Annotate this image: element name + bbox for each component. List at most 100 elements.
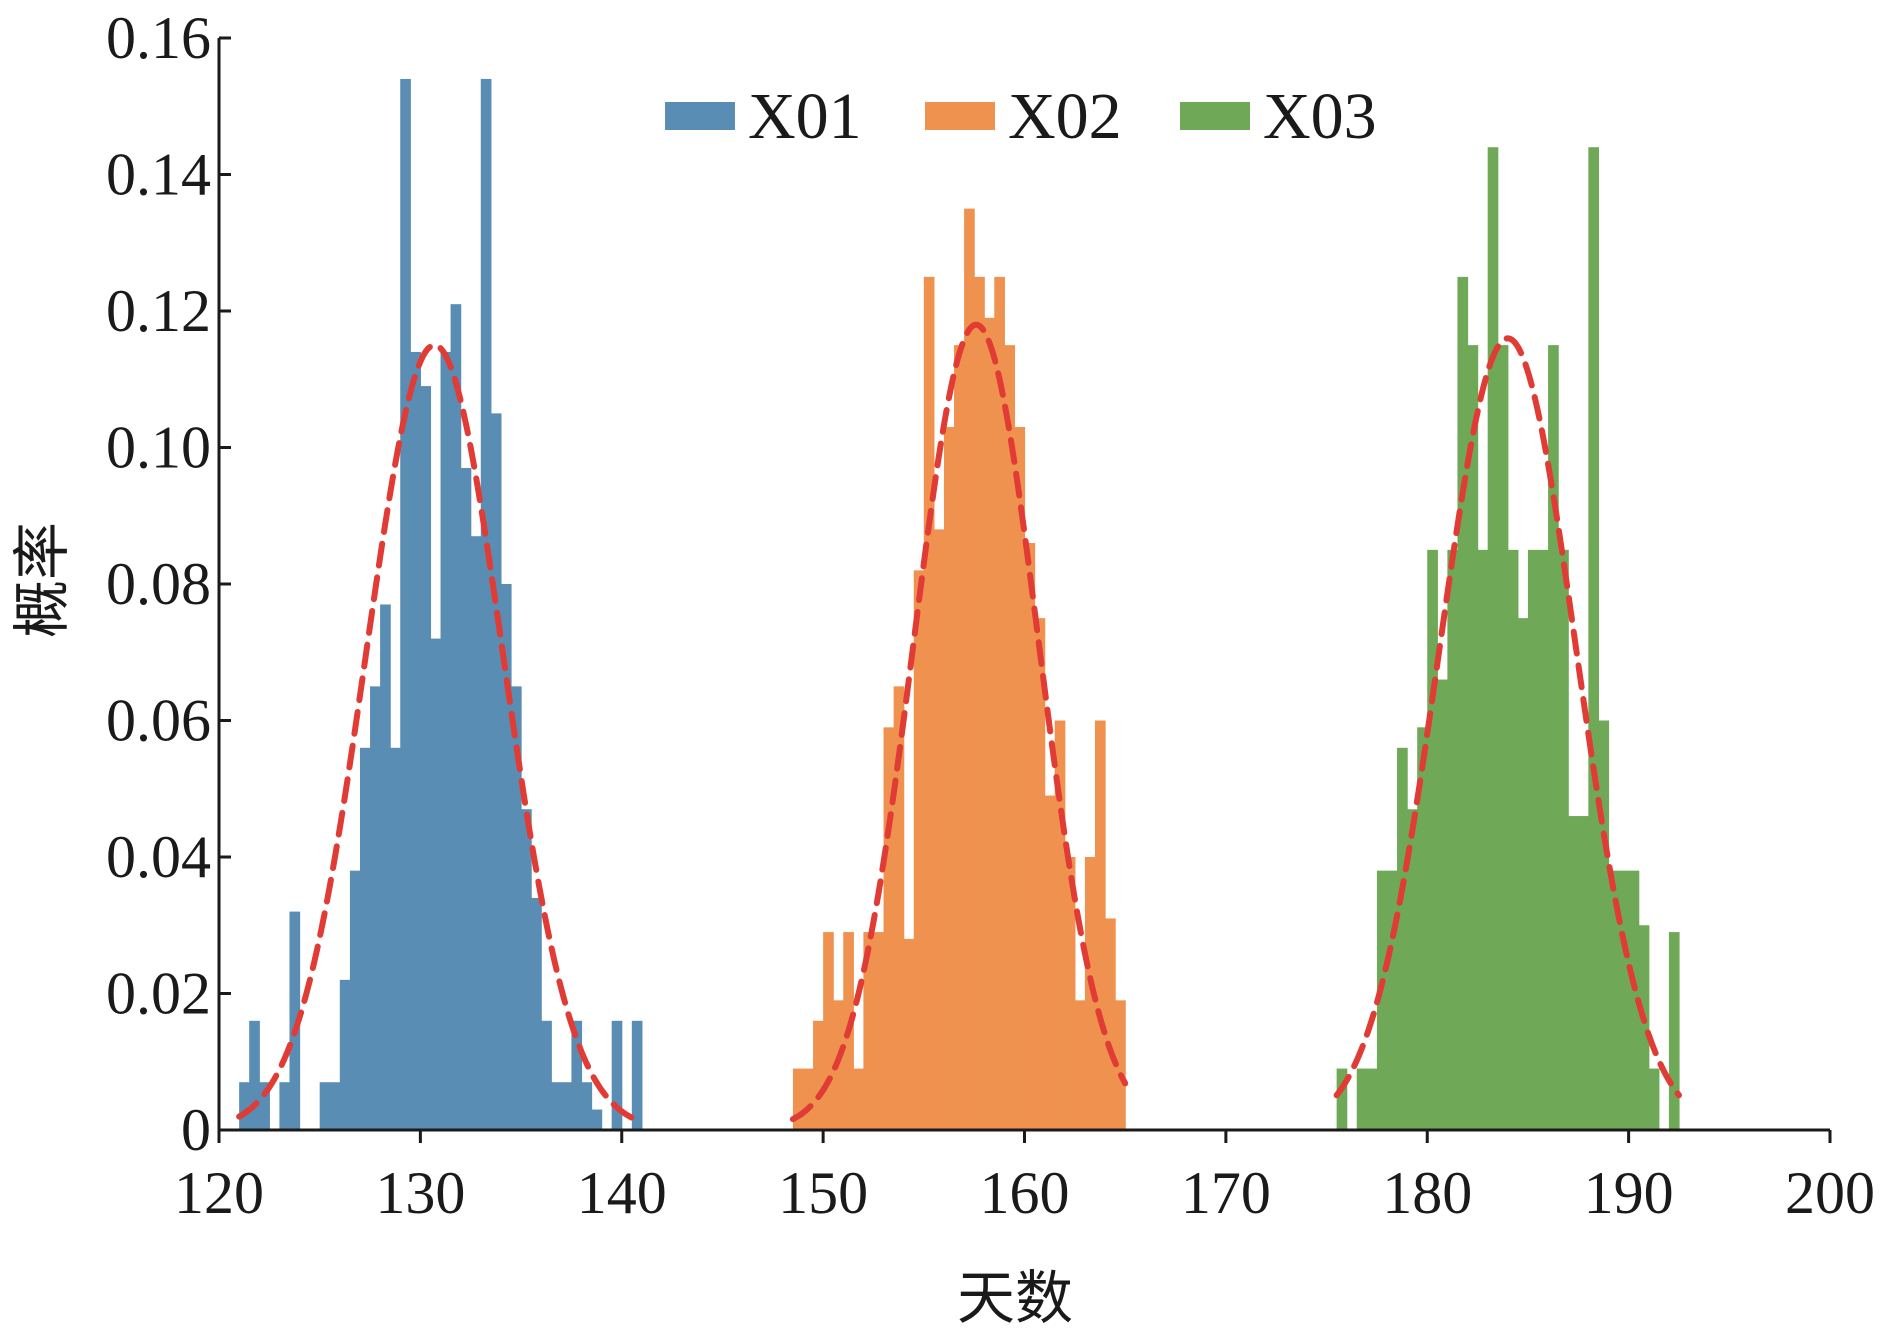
histogram-bar — [1467, 345, 1479, 1130]
histogram-bar — [531, 897, 542, 1130]
legend-label: X01 — [748, 80, 862, 153]
histogram-bar — [349, 870, 361, 1130]
x-axis-title: 天数 — [957, 1264, 1073, 1332]
histogram-bar — [923, 276, 935, 1130]
histogram-bar — [853, 1068, 864, 1130]
histogram-bar — [239, 1082, 250, 1130]
y-tick-label: 0 — [181, 1097, 211, 1163]
y-tick-label: 0.06 — [106, 688, 211, 754]
histogram-bar — [1366, 1068, 1378, 1130]
histogram-bar — [1487, 147, 1499, 1130]
legend-swatch — [925, 102, 995, 130]
histogram-bar — [500, 584, 512, 1130]
histogram-bar — [1014, 427, 1026, 1130]
y-tick-label: 0.16 — [106, 5, 211, 71]
legend-label: X02 — [1008, 80, 1122, 153]
histogram-bar — [440, 351, 452, 1130]
histogram-bar — [611, 1020, 623, 1130]
histogram-bar — [984, 317, 995, 1130]
histogram-bar — [1608, 870, 1620, 1130]
histogram-bar — [1477, 549, 1489, 1130]
x-tick-label: 140 — [577, 1160, 667, 1226]
series-x01-bars — [239, 78, 643, 1131]
histogram-bar — [954, 345, 965, 1130]
histogram-bar — [802, 1068, 814, 1130]
x-tick-label: 190 — [1584, 1160, 1674, 1226]
histogram-bar — [873, 932, 885, 1130]
histogram-bar — [1115, 1000, 1126, 1130]
x-tick-label: 200 — [1785, 1160, 1875, 1226]
histogram-bar — [420, 386, 432, 1130]
histogram-bar — [1457, 276, 1469, 1130]
histogram-bar — [279, 1082, 291, 1130]
histogram-bar — [1527, 549, 1539, 1130]
histogram-bar — [1074, 1000, 1086, 1130]
histogram-bar — [1376, 870, 1388, 1130]
histogram-bar — [1084, 857, 1096, 1130]
fit-curve-x02 — [789, 321, 1129, 1123]
y-axis-title: 概率 — [8, 522, 76, 638]
histogram-bar — [1507, 549, 1519, 1130]
histogram-bar — [1004, 345, 1016, 1130]
histogram-bar — [974, 276, 985, 1130]
histogram-bar — [1034, 618, 1046, 1130]
legend-item-x01: X01 — [665, 80, 862, 153]
histogram-bar — [1538, 549, 1549, 1130]
histogram-bar — [883, 727, 895, 1130]
histogram-bar — [571, 1020, 583, 1130]
histogram-bar — [1386, 870, 1398, 1130]
histogram-bar — [1447, 549, 1459, 1130]
series-x03-bars — [1336, 147, 1680, 1130]
x-tick-label: 170 — [1181, 1160, 1271, 1226]
y-tick-label: 0.02 — [106, 961, 211, 1027]
histogram-bar — [1548, 345, 1559, 1130]
histogram-bar — [1668, 932, 1680, 1130]
histogram-bar — [1064, 857, 1076, 1130]
histogram-bar — [994, 276, 1005, 1130]
axis-ticks: 120 130 140 150 160 170 180 190 200 0 0.02 0.04 0.06… — [106, 5, 1875, 1226]
x-tick-label: 180 — [1382, 1160, 1472, 1226]
histogram-bar — [1437, 679, 1448, 1130]
histogram-bar — [591, 1109, 603, 1130]
histogram-bar — [581, 1082, 593, 1130]
histogram-bar — [933, 529, 945, 1130]
histogram-bar — [863, 932, 875, 1130]
legend-swatch — [1180, 102, 1250, 130]
histogram-bar — [561, 1082, 573, 1130]
legend: X01 X02 X03 — [665, 80, 1377, 153]
histogram-bar — [1628, 870, 1640, 1130]
histogram-bar — [259, 1082, 270, 1130]
histogram-bar — [1024, 543, 1036, 1130]
histogram-bar — [893, 686, 905, 1130]
histogram-bar — [1397, 747, 1408, 1130]
histogram-bar — [410, 351, 421, 1130]
histogram-bar — [450, 304, 462, 1130]
histogram-bar — [400, 78, 411, 1131]
x-tick-label: 120 — [174, 1160, 264, 1226]
legend-item-x02: X02 — [925, 80, 1122, 153]
histogram-bar — [480, 78, 492, 1131]
histogram-bar — [1094, 720, 1106, 1130]
y-tick-label: 0.14 — [106, 142, 211, 208]
histogram-bar — [329, 1082, 341, 1130]
histogram-bars — [239, 78, 1680, 1131]
histogram-bar — [521, 809, 532, 1130]
histogram-bar — [370, 686, 381, 1130]
histogram-bar — [1105, 918, 1116, 1130]
x-tick-label: 130 — [375, 1160, 465, 1226]
y-tick-label: 0.08 — [106, 551, 211, 617]
histogram-bar — [1598, 720, 1610, 1130]
legend-swatch — [665, 102, 735, 130]
legend-item-x03: X03 — [1180, 80, 1377, 153]
legend-label: X03 — [1263, 80, 1377, 153]
histogram-bar — [359, 747, 371, 1130]
histogram-bar — [943, 427, 955, 1130]
histogram-bar — [470, 536, 482, 1130]
fit-curve-x03 — [1333, 335, 1682, 1099]
x-tick-label: 160 — [980, 1160, 1070, 1226]
histogram-bar — [249, 1020, 260, 1130]
histogram-bar — [460, 467, 472, 1131]
histogram-bar — [1417, 727, 1428, 1130]
fit-curve-x01 — [236, 342, 645, 1126]
